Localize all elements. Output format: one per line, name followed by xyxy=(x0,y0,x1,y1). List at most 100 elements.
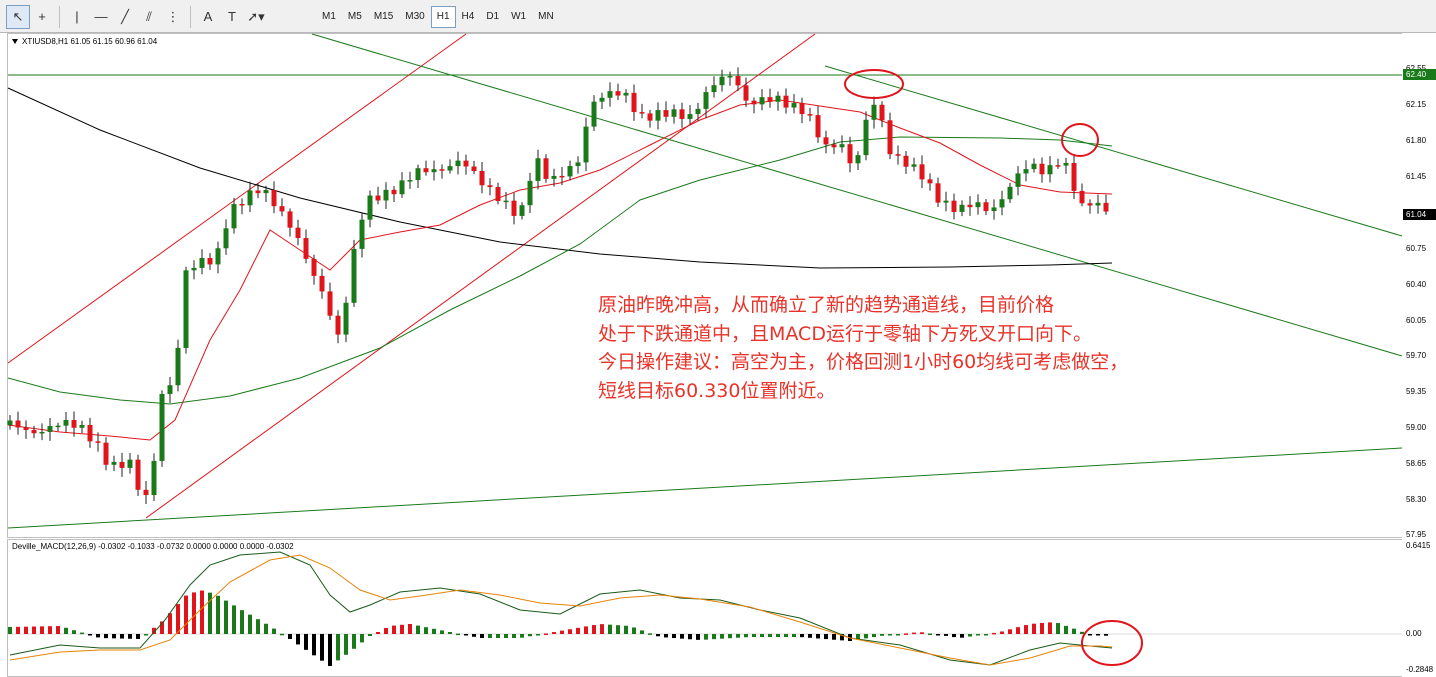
price-chart-pane[interactable] xyxy=(7,33,1402,538)
bear-candle xyxy=(631,92,637,113)
vertical-line-button[interactable]: | xyxy=(65,5,89,29)
macd-histogram-bar xyxy=(568,629,572,634)
bear-candle xyxy=(935,183,941,203)
timeframe-mn-button[interactable]: MN xyxy=(538,11,554,22)
fibonacci-button[interactable]: ⋮ xyxy=(161,5,185,29)
bear-candle xyxy=(479,170,485,186)
macd-histogram-bar xyxy=(1056,623,1060,634)
price-tick-label: 60.40 xyxy=(1406,280,1427,289)
bear-candle xyxy=(279,206,285,212)
annotation-line: 原油昨晚冲高，从而确立了新的趋势通道线，目前价格 xyxy=(598,294,1055,316)
macd-histogram-bar xyxy=(120,634,124,639)
text-button[interactable]: A xyxy=(196,5,220,29)
macd-histogram-bar xyxy=(752,634,756,637)
bear-candle xyxy=(967,204,973,208)
symbol-dropdown-icon[interactable] xyxy=(12,39,18,44)
bull-candle xyxy=(911,164,917,167)
timeframe-m5-button[interactable]: M5 xyxy=(347,11,362,22)
macd-histogram-bar xyxy=(600,624,604,634)
bear-candle xyxy=(751,100,757,105)
macd-histogram-bar xyxy=(960,634,964,638)
bear-candle xyxy=(559,175,565,178)
arrows-dropdown-button[interactable]: ➚▾ xyxy=(244,5,268,29)
vertical-line-icon: | xyxy=(75,9,79,24)
bull-candle xyxy=(1015,173,1021,187)
bear-candle xyxy=(887,120,893,155)
macd-histogram-bar xyxy=(352,634,356,649)
bull-candle xyxy=(39,431,45,434)
bull-candle xyxy=(703,92,709,109)
bear-candle xyxy=(271,190,277,207)
macd-histogram-bar xyxy=(1008,629,1012,634)
macd-histogram-bar xyxy=(704,634,708,640)
timeframe-m30-button[interactable]: M30 xyxy=(405,11,425,22)
bear-candle xyxy=(1055,165,1061,167)
equidistant-channel-button[interactable]: ⫽ xyxy=(137,5,161,29)
macd-histogram-bar xyxy=(192,592,196,634)
channel-lower-line xyxy=(145,33,816,519)
bear-candle xyxy=(103,442,109,465)
price-tick-label: 62.15 xyxy=(1406,100,1427,109)
macd-histogram-bar xyxy=(280,633,284,636)
macd-histogram-bar xyxy=(144,634,148,636)
trendline-touch-circle xyxy=(1061,123,1099,157)
macd-histogram-bar xyxy=(800,634,804,638)
macd-indicator-pane[interactable] xyxy=(7,539,1402,677)
timeframe-w1-button[interactable]: W1 xyxy=(511,11,527,22)
timeframe-m1-button[interactable]: M1 xyxy=(322,11,336,22)
crosshair-tool-button[interactable]: + xyxy=(30,5,54,29)
macd-histogram-bar xyxy=(608,624,612,634)
macd-histogram-bar xyxy=(376,632,380,634)
bear-candle xyxy=(895,154,901,156)
bear-candle xyxy=(735,75,741,86)
timeframe-group: M1 M5 M15 M30 H1 H4 D1 W1 MN xyxy=(316,4,560,29)
macd-histogram-bar xyxy=(744,634,748,638)
macd-histogram-bar xyxy=(640,630,644,634)
macd-histogram-bar xyxy=(128,634,132,639)
timeframe-h4-button[interactable]: H4 xyxy=(461,11,475,22)
price-tick-label: 58.30 xyxy=(1406,495,1427,504)
macd-histogram-bar xyxy=(104,634,108,639)
bear-candle xyxy=(119,461,125,468)
symbol-title: XTIUSD8,H1 61.05 61.15 60.96 61.04 xyxy=(22,37,158,46)
bull-candle xyxy=(231,203,237,229)
bear-candle xyxy=(1103,202,1109,212)
bull-candle xyxy=(1023,169,1029,174)
text-label-icon: T xyxy=(228,9,236,24)
drawing-tools-group: ↖ + | — ╱ ⫽ ⋮ A T ➚▾ xyxy=(6,4,268,29)
macd-histogram-bar xyxy=(528,634,532,637)
macd-histogram-bar xyxy=(656,634,660,637)
bull-candle xyxy=(503,200,509,203)
timeframe-h1-button[interactable]: H1 xyxy=(430,5,456,28)
macd-histogram-bar xyxy=(368,634,372,636)
macd-histogram-bar xyxy=(288,634,292,639)
macd-histogram-bar xyxy=(232,605,236,634)
macd-histogram-bar xyxy=(400,624,404,634)
bull-candle xyxy=(367,195,373,220)
bull-candle xyxy=(1031,163,1037,170)
bear-candle xyxy=(879,104,885,121)
trendline-button[interactable]: ╱ xyxy=(113,5,137,29)
bear-candle xyxy=(767,97,773,102)
bull-candle xyxy=(695,108,701,115)
macd-tick-label: 0.00 xyxy=(1406,629,1422,638)
timeframe-d1-button[interactable]: D1 xyxy=(486,11,500,22)
bear-candle xyxy=(335,315,341,335)
macd-histogram-bar xyxy=(264,623,268,634)
cursor-tool-button[interactable]: ↖ xyxy=(6,4,30,29)
text-label-button[interactable]: T xyxy=(220,5,244,29)
timeframe-m15-button[interactable]: M15 xyxy=(373,11,394,22)
price-tick-label: 61.80 xyxy=(1406,136,1427,145)
annotation-line: 处于下跌通道中，且MACD运行于零轴下方死叉开口向下。 xyxy=(598,322,1092,345)
macd-histogram-bar xyxy=(416,625,420,634)
bull-candle xyxy=(535,158,541,181)
macd-histogram-bar xyxy=(1032,623,1036,634)
horizontal-line-button[interactable]: — xyxy=(89,5,113,29)
macd-histogram-bar xyxy=(856,634,860,640)
macd-histogram-bar xyxy=(896,634,900,636)
macd-histogram-bar xyxy=(168,613,172,634)
bull-candle xyxy=(415,168,421,181)
bull-candle xyxy=(839,144,845,148)
bull-candle xyxy=(111,461,117,465)
bear-candle xyxy=(927,179,933,184)
